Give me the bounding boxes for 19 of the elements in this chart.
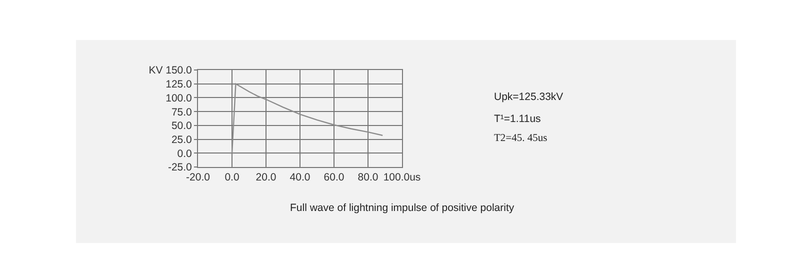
y-tick-label: -25.0: [168, 162, 192, 174]
text: Upk=125.33kV: [494, 91, 564, 103]
y-tick-label: 75.0: [171, 106, 192, 118]
y-tick-label: 125.0: [166, 78, 192, 91]
x-tick-label: 100.0us: [383, 172, 421, 184]
x-tick-label: -20.0: [186, 172, 210, 184]
y-tick-label: 0.0: [177, 148, 192, 160]
y-tick-label: 50.0: [171, 120, 192, 132]
x-tick-label: 60.0: [324, 172, 344, 184]
y-tick-label: 25.0: [171, 134, 192, 146]
text: T¹=1.11us: [494, 113, 541, 125]
text: T2=45. 45us: [494, 133, 548, 144]
y-tick-label: KV 150.0: [148, 64, 192, 77]
y-tick-label: 100.0: [166, 92, 192, 104]
x-tick-label: 40.0: [290, 172, 310, 184]
x-tick-label: 80.0: [358, 172, 378, 184]
x-tick-label: 20.0: [256, 172, 276, 184]
x-tick-label: 0.0: [224, 172, 240, 184]
text: Full wave of lightning impulse of positive polarity: [290, 202, 515, 214]
